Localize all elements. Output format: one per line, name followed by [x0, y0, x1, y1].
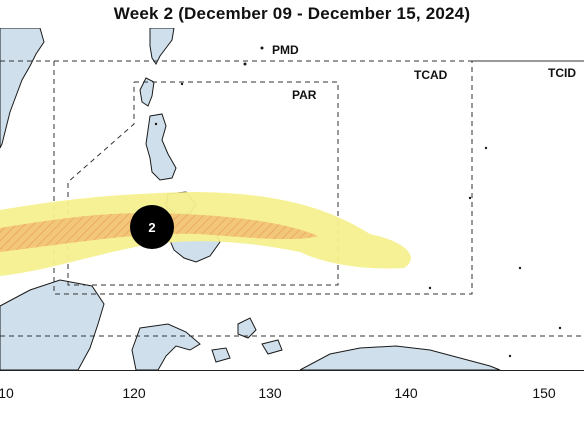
map-canvas: 2 PMD PAR TCAD TCID	[0, 28, 584, 370]
tcad-label: TCAD	[414, 68, 448, 82]
mainland-landmass	[0, 28, 45, 149]
storm-number-label: 2	[148, 220, 155, 235]
map-title: Week 2 (December 09 - December 15, 2024)	[113, 4, 471, 23]
luzon-island	[145, 113, 177, 181]
pmd-label: PMD	[272, 43, 299, 57]
new-guinea-landmass	[299, 345, 501, 370]
longitude-tick-label: 120	[122, 385, 146, 401]
sulawesi-landmass	[131, 323, 201, 370]
borneo-landmass	[0, 279, 105, 370]
small-islands	[154, 46, 562, 358]
map-bottom-border	[0, 370, 584, 371]
par-boundary	[67, 81, 339, 286]
longitude-tick-label: 10	[0, 385, 14, 401]
tcid-label: TCID	[548, 66, 576, 80]
forecast-map: 2 PMD PAR TCAD TCID	[0, 28, 584, 370]
par-label: PAR	[292, 88, 317, 102]
longitude-tick-label: 130	[258, 385, 282, 401]
longitude-tick-label: 150	[532, 385, 556, 401]
longitude-tick-label: 140	[394, 385, 418, 401]
area-boundaries	[0, 60, 584, 337]
storm-marker: 2	[130, 205, 174, 249]
maluku-islands	[211, 317, 283, 363]
north-landmass	[149, 28, 175, 65]
